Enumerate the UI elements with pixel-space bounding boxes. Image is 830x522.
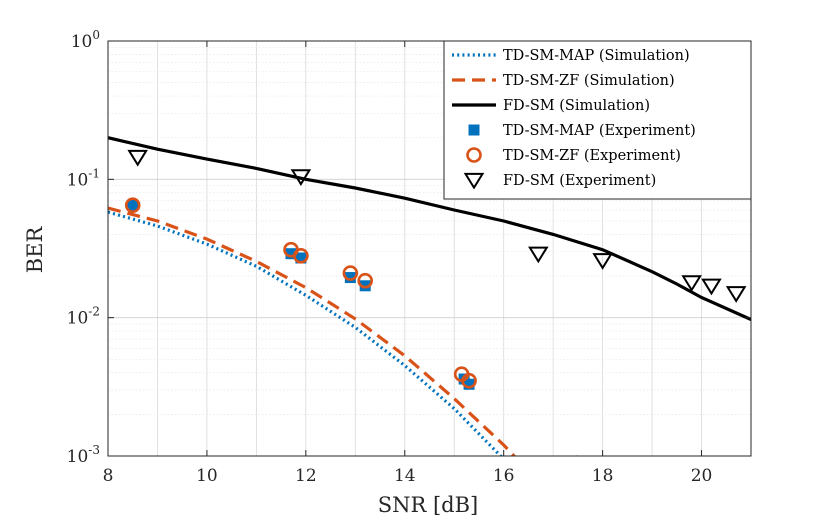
series-line-td-sm-zf-simulation- (108, 206, 578, 456)
legend-entry: TD-SM-ZF (Experiment) (466, 147, 681, 164)
series-line-fd-sm-simulation- (108, 136, 751, 321)
legend-box (443, 40, 752, 200)
square-marker (463, 378, 475, 390)
y-tick-label: 10-1 (67, 166, 100, 190)
circle-marker (124, 197, 141, 214)
square-marker (468, 124, 480, 136)
x-tick-label: 20 (691, 466, 713, 486)
circle-marker (293, 248, 309, 264)
x-tick-label: 18 (592, 466, 614, 486)
triangle-marker (290, 169, 312, 186)
triangle-marker (725, 286, 747, 303)
triangle-marker (592, 253, 613, 270)
square-marker (127, 199, 139, 211)
legend-label: TD-SM-MAP (Experiment) (503, 123, 696, 139)
triangle-marker (127, 149, 148, 167)
x-tick-label: 14 (394, 466, 416, 486)
triangle-marker (701, 278, 722, 296)
legend-label: FD-SM (Experiment) (503, 173, 656, 189)
y-tick-label: 100 (71, 28, 100, 52)
legend-label: TD-SM-MAP (Simulation) (503, 48, 690, 64)
y-tick-label: 10-2 (67, 305, 100, 329)
circle-marker (461, 372, 477, 389)
legend-entry: TD-SM-ZF (Simulation) (452, 73, 675, 89)
triangle-marker (528, 246, 549, 264)
square-marker (295, 252, 307, 264)
legend: TD-SM-MAP (Simulation) TD-SM-ZF (Simulati… (443, 40, 752, 200)
legend-entry: TD-SM-MAP (Experiment) (468, 123, 696, 139)
triangle-marker (681, 275, 702, 292)
x-tick-label: 10 (196, 466, 218, 486)
x-tick-label: 12 (295, 466, 317, 486)
triangle-marker (463, 172, 485, 190)
legend-label: TD-SM-ZF (Simulation) (503, 73, 675, 89)
x-tick-label: 8 (103, 466, 114, 486)
legend-label: TD-SM-ZF (Experiment) (503, 148, 681, 164)
legend-entry: FD-SM (Simulation) (452, 98, 650, 114)
legend-label: FD-SM (Simulation) (503, 98, 650, 114)
circle-marker (466, 147, 482, 163)
square-marker (359, 280, 371, 292)
x-tick-label: 16 (493, 466, 515, 486)
circle-marker (357, 272, 374, 289)
y-axis-label: BER (23, 226, 47, 274)
circle-marker (342, 265, 359, 281)
legend-entry: TD-SM-MAP (Simulation) (452, 48, 690, 64)
series-layer (108, 136, 751, 456)
square-marker (344, 272, 356, 284)
ticks: 8 10 12 14 16 18 20 100 10-1 10-2 10-3 (67, 28, 751, 486)
square-marker (285, 248, 297, 260)
y-tick-label: 10-3 (67, 443, 100, 467)
legend-entry: FD-SM (Experiment) (463, 172, 656, 190)
x-axis-label: SNR [dB] (378, 493, 479, 517)
plot-frame (107, 40, 752, 457)
